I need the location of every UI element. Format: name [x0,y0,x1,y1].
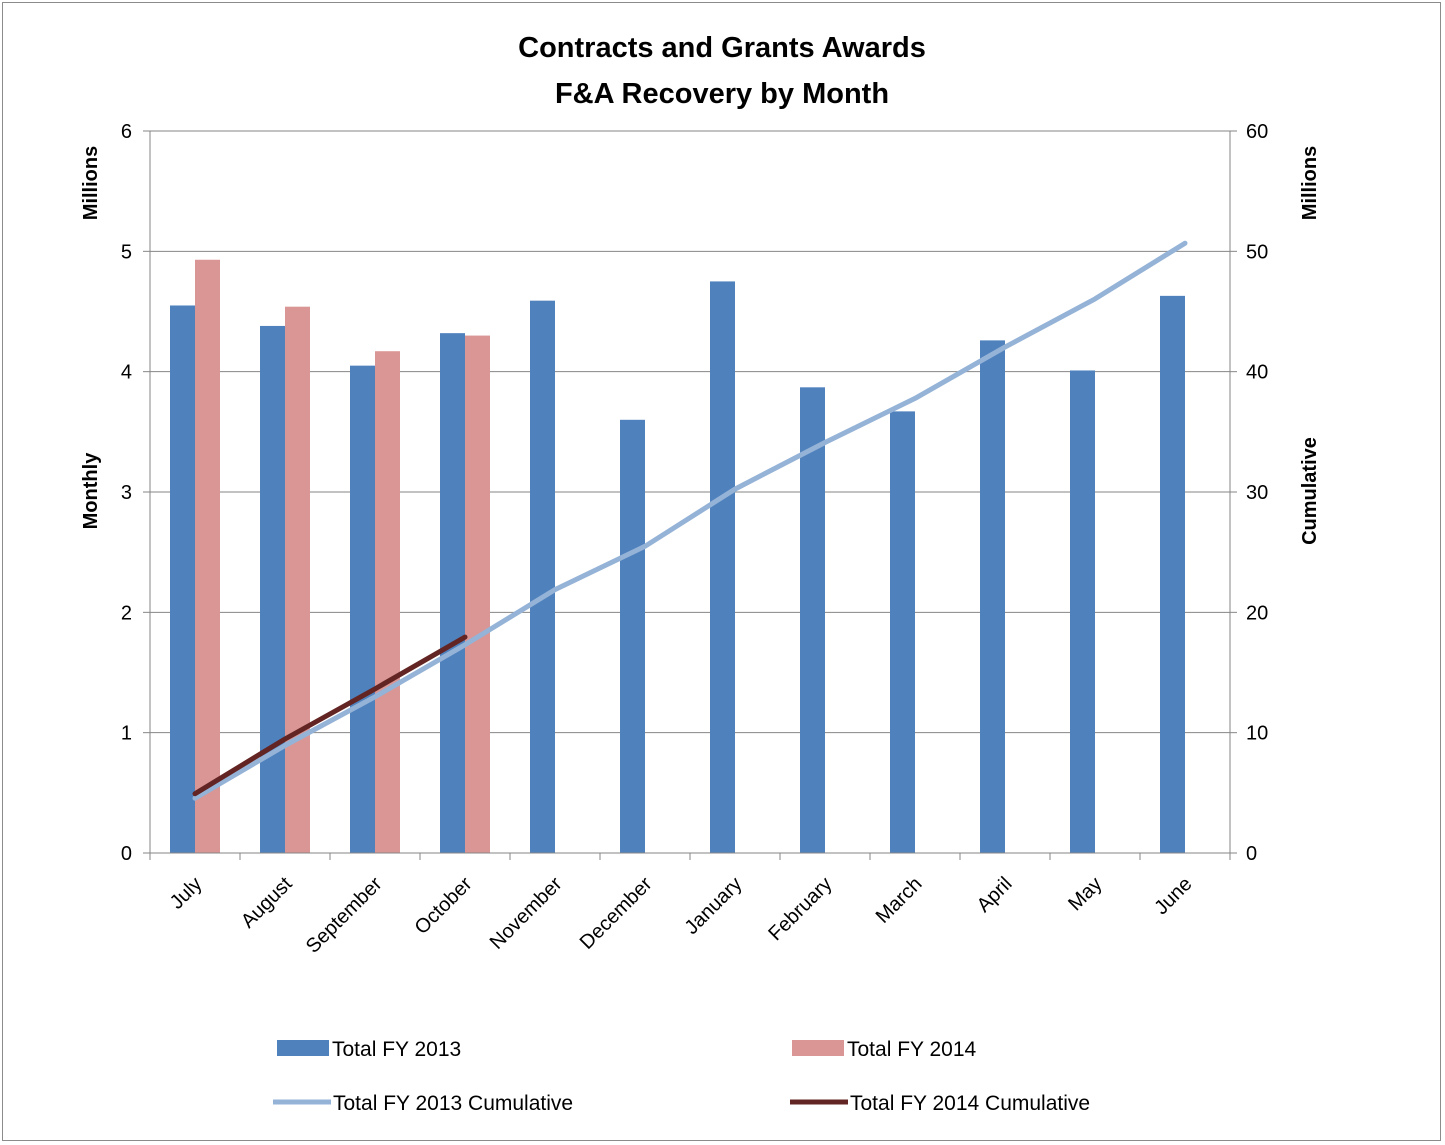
right-axis-label: Cumulative [1299,437,1321,545]
category-label: May [1064,873,1106,915]
line-fy2014-cumulative [192,634,468,797]
chart-subtitle: F&A Recovery by Month [555,78,889,110]
right-tick-label: 20 [1246,602,1268,624]
category-label: April [973,873,1017,917]
bar-fy2013 [170,305,195,853]
left-tick-label: 3 [121,482,132,504]
lines [192,240,1188,801]
bar-fy2013 [1160,295,1185,853]
axes [143,130,1237,860]
bar-fy2013 [260,325,285,853]
bar-fy2013 [710,281,735,854]
bar-fy2013 [350,365,375,853]
left-tick-label: 1 [121,723,132,745]
right-tick-label: 30 [1246,482,1268,504]
left-tick-label: 6 [121,121,132,143]
chart-title: Contracts and Grants Awards [518,32,926,64]
category-label: March [872,873,927,928]
bar-fy2014 [285,306,310,854]
left-tick-label: 0 [121,843,132,865]
bar-fy2013 [1070,370,1095,853]
legend-fy2013-cumulative-label: Total FY 2013 Cumulative [333,1092,573,1115]
left-tick-label: 2 [121,602,132,624]
legend-fy2014-swatch [792,1040,844,1056]
right-tick-label: 50 [1246,241,1268,263]
legend-fy2013-label: Total FY 2013 [332,1038,461,1061]
left-unit-label: Millions [80,146,102,220]
category-label: February [764,873,836,945]
bar-fy2013 [620,419,645,853]
category-label: January [681,873,747,939]
bars [170,259,1185,854]
bar-fy2014 [465,335,490,854]
right-tick-label: 60 [1246,121,1268,143]
legend-fy2013-swatch [277,1040,329,1056]
left-axis-label: Monthly [80,452,102,530]
bar-fy2014 [195,259,220,853]
right-tick-label: 10 [1246,723,1268,745]
category-label: October [411,873,477,939]
bar-fy2014 [375,351,400,853]
legend-fy2014-label: Total FY 2014 [847,1038,977,1061]
left-tick-label: 5 [121,241,132,263]
legend-fy2014-cumulative-label: Total FY 2014 Cumulative [850,1092,1090,1115]
line-fy2013-cumulative [192,240,1188,801]
category-label: September [302,873,387,958]
legend: Total FY 2013 Total FY 2014 Total FY 2013 … [273,1038,1090,1115]
category-label: August [237,873,297,933]
right-tick-label: 0 [1246,843,1257,865]
category-label: July [166,873,207,914]
category-label: November [486,873,567,954]
bar-fy2013 [800,387,825,853]
gridlines [150,130,1230,734]
category-label: December [576,873,657,954]
left-tick-label: 4 [121,362,132,384]
right-tick-label: 40 [1246,362,1268,384]
right-unit-label: Millions [1299,146,1321,220]
bar-fy2013 [440,333,465,853]
bar-fy2013 [890,411,915,853]
category-label: June [1150,873,1196,919]
bar-fy2013 [530,300,555,853]
bar-fy2013 [980,340,1005,853]
